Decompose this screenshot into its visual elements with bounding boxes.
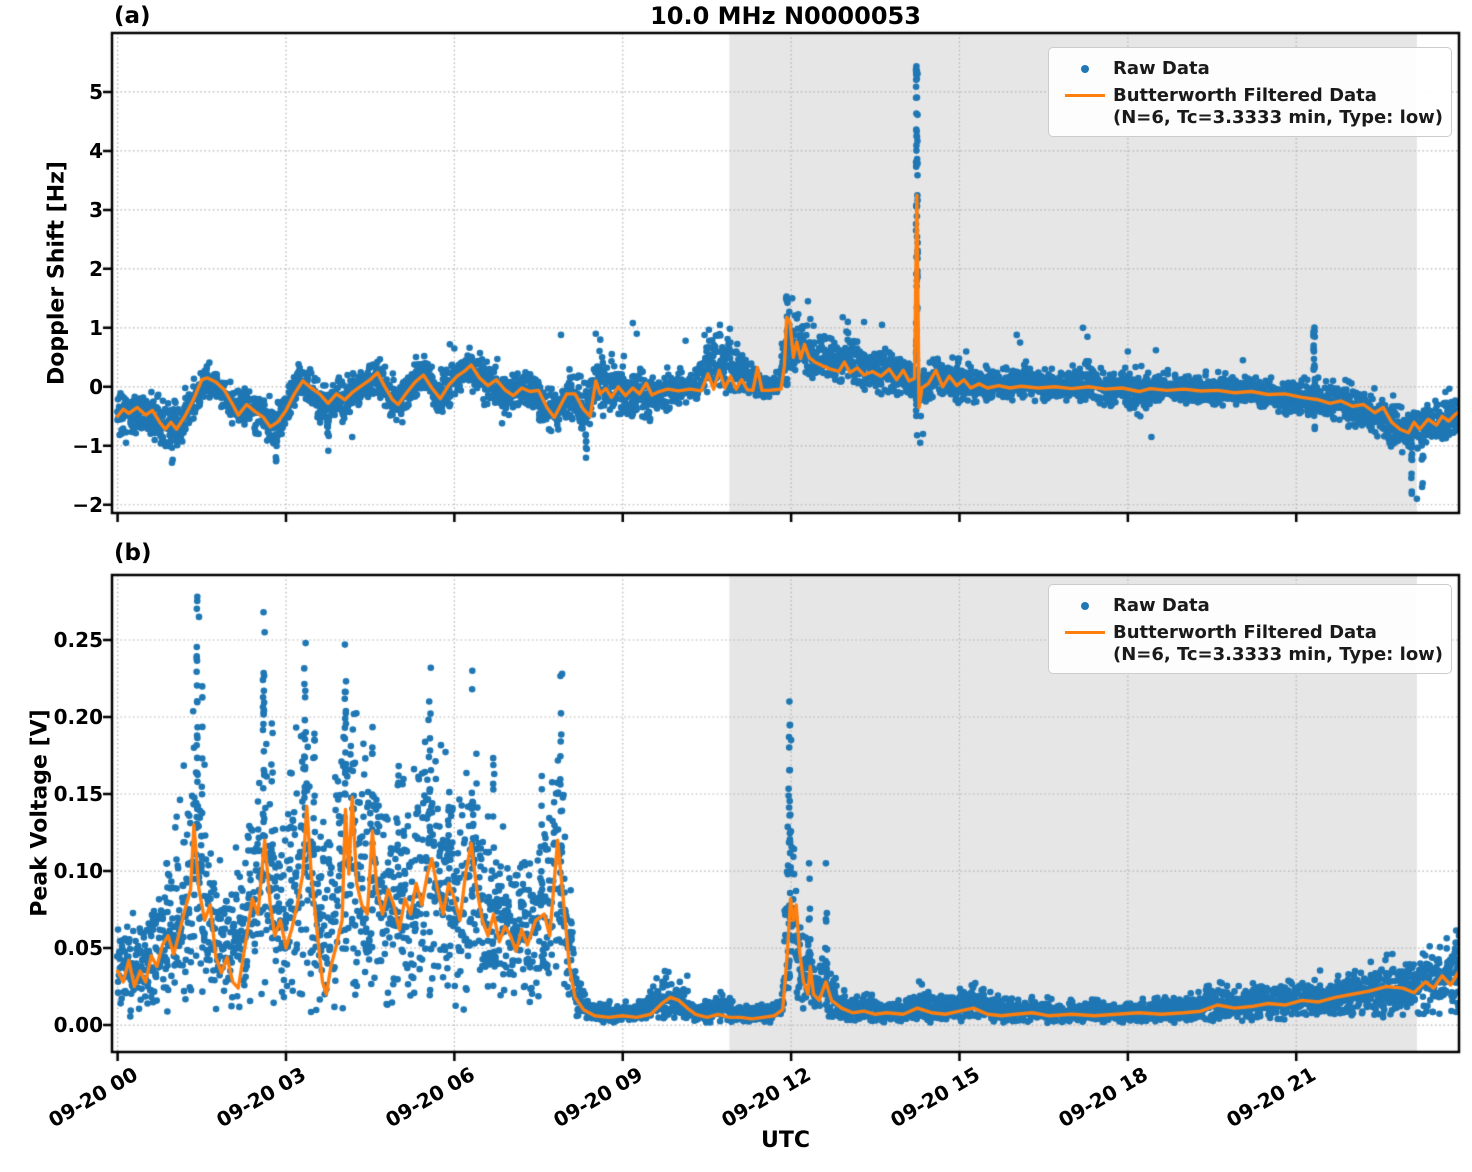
figure-title: 10.0 MHz N0000053 xyxy=(650,2,921,30)
legend-raw-label: Raw Data xyxy=(1113,594,1210,616)
y-tick-label: 0.00 xyxy=(53,1013,103,1038)
legend-row-filtered-sub: (N=6, Tc=3.3333 min, Type: low) xyxy=(1057,643,1443,667)
legend-panel-a: Raw Data Butterworth Filtered Data (N=6,… xyxy=(1048,47,1452,137)
y-tick-label: −2 xyxy=(72,492,103,517)
legend-row-filtered: Butterworth Filtered Data xyxy=(1057,619,1443,646)
y-tick-label: 0.25 xyxy=(53,627,103,652)
legend-row-raw: Raw Data xyxy=(1057,55,1443,82)
legend-row-filtered-sub: (N=6, Tc=3.3333 min, Type: low) xyxy=(1057,106,1443,130)
y-tick-label: 3 xyxy=(89,197,103,222)
y-tick-label: 0.15 xyxy=(53,782,103,807)
legend-raw-label: Raw Data xyxy=(1113,57,1210,79)
y-tick-label: 0.05 xyxy=(53,936,103,961)
raw-data-marker-icon xyxy=(1057,64,1113,73)
y-tick-label: 2 xyxy=(89,256,103,281)
filtered-line-marker-icon xyxy=(1057,93,1113,98)
legend-panel-b: Raw Data Butterworth Filtered Data (N=6,… xyxy=(1048,584,1452,674)
panel-b-ylabel: Peak Voltage [V] xyxy=(27,709,53,917)
legend-filtered-sublabel: (N=6, Tc=3.3333 min, Type: low) xyxy=(1113,644,1444,665)
y-tick-label: 0 xyxy=(89,374,103,399)
legend-row-raw: Raw Data xyxy=(1057,592,1443,619)
x-axis-label: UTC xyxy=(760,1128,811,1153)
y-tick-label: 5 xyxy=(89,79,103,104)
legend-filtered-sublabel: (N=6, Tc=3.3333 min, Type: low) xyxy=(1113,107,1444,128)
raw-data-marker-icon xyxy=(1057,601,1113,610)
y-tick-label: 0.20 xyxy=(53,705,103,729)
panel-b-letter: (b) xyxy=(114,540,152,566)
y-tick-label: −1 xyxy=(72,433,103,458)
legend-filtered-label: Butterworth Filtered Data xyxy=(1113,84,1377,106)
y-tick-label: 1 xyxy=(89,315,103,340)
filtered-line-marker-icon xyxy=(1057,630,1113,635)
legend-row-filtered: Butterworth Filtered Data xyxy=(1057,82,1443,109)
panel-a-letter: (a) xyxy=(114,3,151,29)
legend-filtered-label: Butterworth Filtered Data xyxy=(1113,621,1377,643)
y-tick-label: 4 xyxy=(89,138,103,163)
y-tick-label: 0.10 xyxy=(53,859,103,884)
